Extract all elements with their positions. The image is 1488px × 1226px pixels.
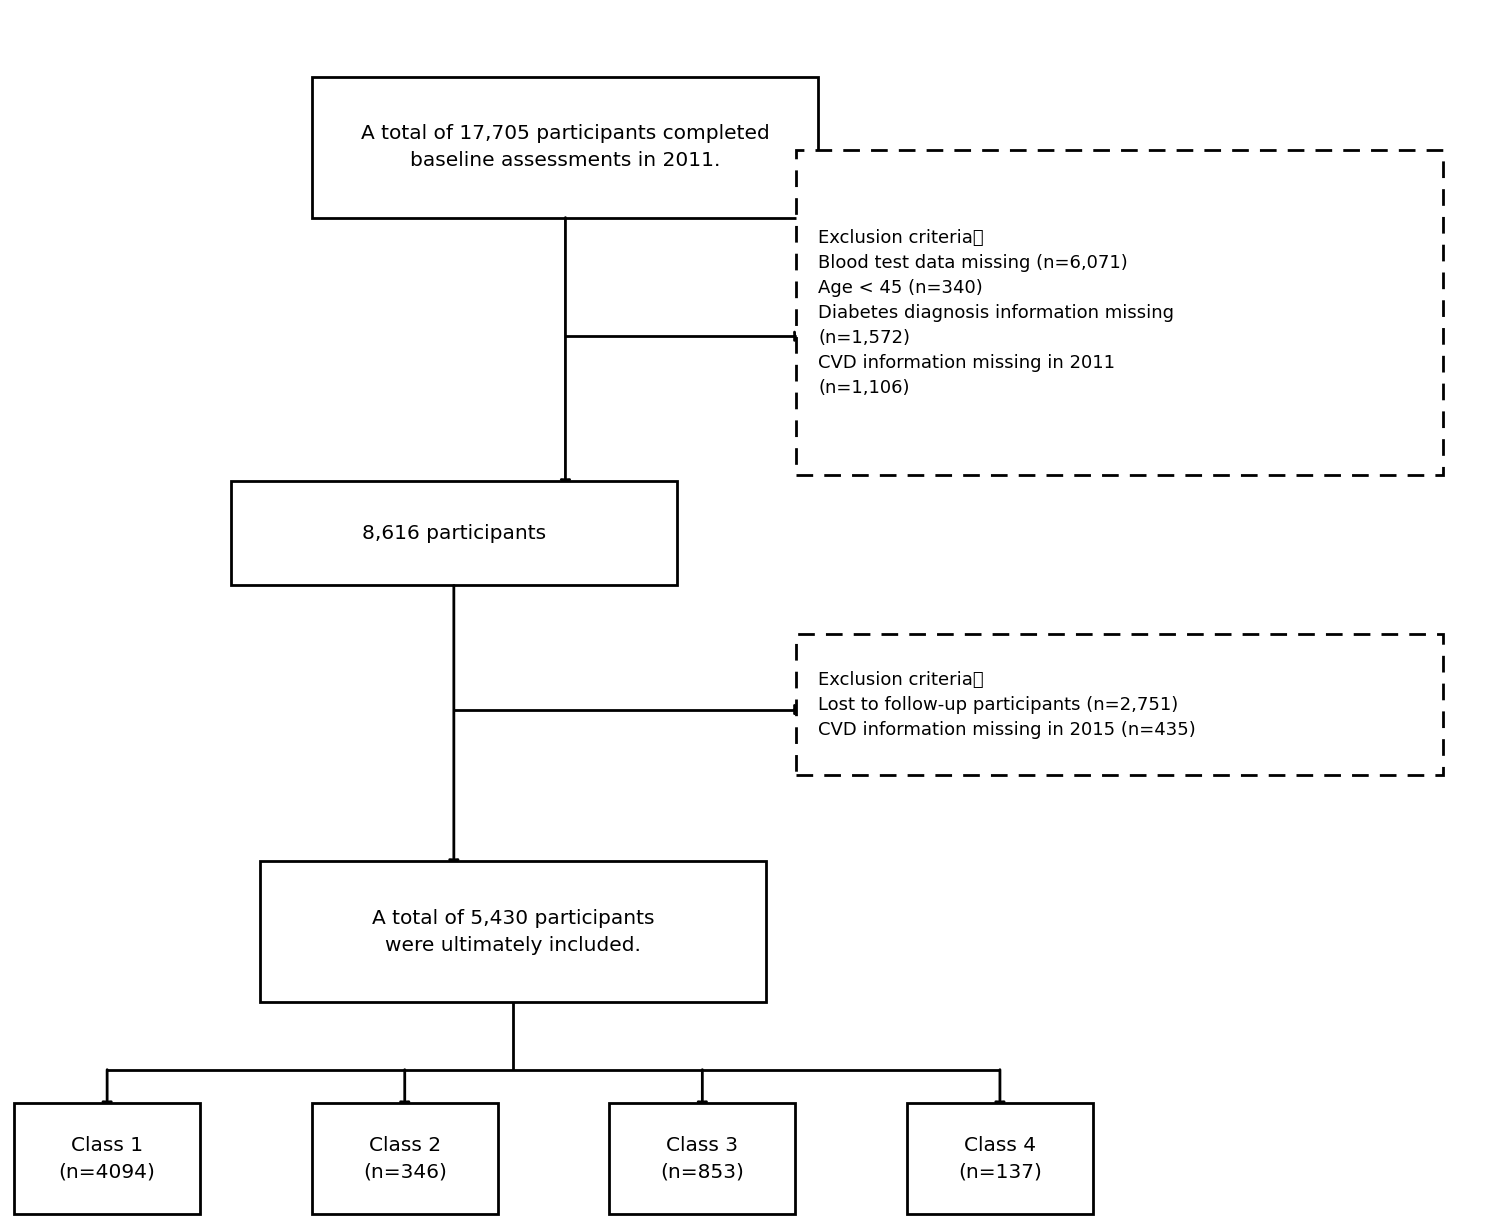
Text: Exclusion criteria：
Lost to follow-up participants (n=2,751)
CVD information mis: Exclusion criteria： Lost to follow-up pa… xyxy=(818,671,1196,739)
Text: Class 1
(n=4094): Class 1 (n=4094) xyxy=(58,1135,156,1182)
Text: Class 4
(n=137): Class 4 (n=137) xyxy=(958,1135,1042,1182)
FancyBboxPatch shape xyxy=(13,1103,201,1214)
FancyBboxPatch shape xyxy=(312,1103,498,1214)
FancyBboxPatch shape xyxy=(260,861,766,1003)
FancyBboxPatch shape xyxy=(796,635,1443,775)
Text: Class 3
(n=853): Class 3 (n=853) xyxy=(661,1135,744,1182)
FancyBboxPatch shape xyxy=(231,481,677,586)
Text: A total of 17,705 participants completed
baseline assessments in 2011.: A total of 17,705 participants completed… xyxy=(362,124,769,170)
FancyBboxPatch shape xyxy=(908,1103,1094,1214)
FancyBboxPatch shape xyxy=(312,76,818,218)
FancyBboxPatch shape xyxy=(610,1103,796,1214)
Text: A total of 5,430 participants
were ultimately included.: A total of 5,430 participants were ultim… xyxy=(372,908,655,955)
Text: 8,616 participants: 8,616 participants xyxy=(362,524,546,543)
Text: Class 2
(n=346): Class 2 (n=346) xyxy=(363,1135,446,1182)
FancyBboxPatch shape xyxy=(796,150,1443,474)
Text: Exclusion criteria：
Blood test data missing (n=6,071)
Age < 45 (n=340)
Diabetes : Exclusion criteria： Blood test data miss… xyxy=(818,228,1174,397)
